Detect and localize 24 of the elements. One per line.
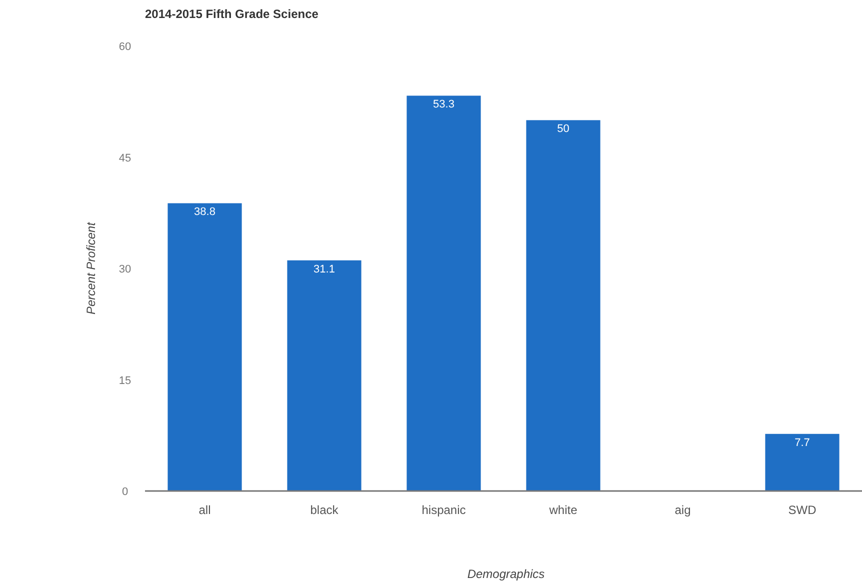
y-tick-label: 15 [118,374,132,387]
bar [287,260,362,491]
bar [168,203,242,491]
data-label: 53.3 [433,98,454,111]
bar [765,434,840,491]
y-tick-label: 45 [118,152,132,164]
x-tick-label: black [310,503,340,517]
data-label: 7.7 [794,436,810,449]
bar [406,96,481,491]
x-tick-label: all [198,503,211,517]
data-label: 31.1 [314,263,335,276]
x-tick-label: white [548,503,578,517]
x-axis-title: Demographics [467,567,545,581]
data-label: 50 [557,123,570,136]
x-tick-label: hispanic [422,503,466,517]
data-label: 38.8 [194,206,216,218]
bar [526,120,600,491]
x-tick-label: SWD [788,503,817,517]
y-tick-label: 0 [122,486,128,498]
y-axis-title: Percent Proficent [84,222,98,315]
chart-title: 2014-2015 Fifth Grade Science [145,7,319,21]
y-tick-label: 60 [118,41,132,53]
y-tick-label: 30 [118,264,132,276]
x-tick-label: aig [674,503,691,517]
